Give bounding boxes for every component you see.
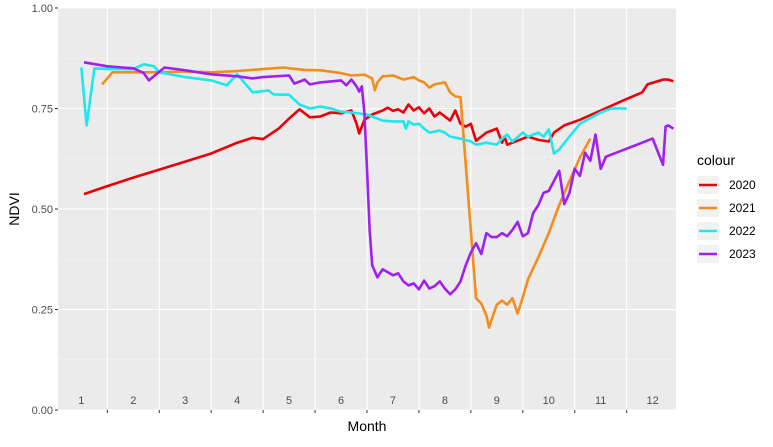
y-axis: 0.00 0.25 0.50 0.75 1.00 — [32, 3, 58, 417]
y-tick-label: 0.50 — [32, 204, 53, 216]
legend-label: 2021 — [729, 201, 756, 215]
series-lines — [80, 61, 675, 329]
y-tick-label: 0.25 — [32, 305, 53, 317]
month-label: 2 — [130, 395, 136, 407]
series-line-2022 — [80, 63, 627, 155]
month-label: 10 — [543, 395, 555, 407]
x-axis-title: Month — [348, 418, 387, 434]
series-line-2023 — [83, 61, 675, 296]
legend-item-2021: 2021 — [697, 199, 756, 217]
legend-title: colour — [697, 152, 735, 168]
y-tick-label: 1.00 — [32, 3, 53, 15]
x-axis — [106, 410, 628, 413]
month-label: 9 — [494, 395, 500, 407]
legend-label: 2023 — [729, 247, 756, 261]
month-label: 3 — [182, 395, 188, 407]
month-label: 7 — [390, 395, 396, 407]
month-label: 11 — [595, 395, 606, 407]
series-line-2021 — [101, 66, 592, 329]
series-line-2020 — [83, 78, 674, 196]
legend-item-2023: 2023 — [697, 245, 756, 263]
legend-item-2020: 2020 — [697, 176, 756, 194]
month-label: 5 — [286, 395, 292, 407]
grid-lines — [58, 7, 676, 411]
month-label: 12 — [647, 395, 659, 407]
legend-item-2022: 2022 — [697, 222, 756, 240]
legend-label: 2022 — [729, 224, 756, 238]
month-label: 1 — [78, 395, 84, 407]
y-axis-title: NDVI — [6, 192, 22, 225]
legend-items: 2020 2021 2022 2023 — [697, 176, 756, 263]
legend: colour 2020 2021 2022 2023 — [697, 152, 756, 263]
month-label: 4 — [234, 395, 240, 407]
month-label: 8 — [442, 395, 448, 407]
month-labels: 1 2 3 4 5 6 7 8 9 10 11 12 — [78, 395, 658, 407]
y-tick-label: 0.00 — [32, 405, 53, 417]
legend-label: 2020 — [729, 178, 756, 192]
y-tick-label: 0.75 — [32, 104, 53, 116]
month-label: 6 — [338, 395, 344, 407]
